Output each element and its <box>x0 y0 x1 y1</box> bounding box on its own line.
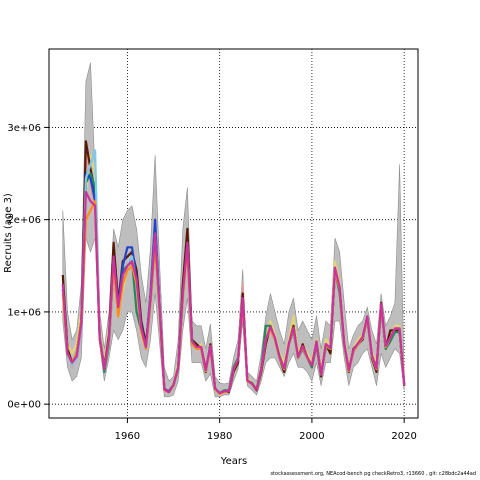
x-axis: 1960 1980 2000 2020 <box>115 418 417 442</box>
y-tick-label-2: 2e+06 <box>7 215 41 226</box>
x-tick-label-1: 1980 <box>207 431 232 442</box>
x-tick-label-0: 1960 <box>115 431 140 442</box>
series-lines <box>61 140 406 396</box>
series-line-7 <box>61 190 406 395</box>
plot-frame <box>48 48 419 419</box>
y-tick-label-0: 0e+00 <box>7 400 41 411</box>
x-axis-label: Years <box>220 456 247 467</box>
x-tick-label-2: 2000 <box>299 431 324 442</box>
footer-note: stockassessment.org, NEAcod-bench pg che… <box>270 471 476 477</box>
y-axis: 0e+00 1e+06 2e+06 3e+06 <box>7 123 49 411</box>
y-tick-label-3: 3e+06 <box>7 123 41 134</box>
y-axis-label: Recruits (age 3) <box>3 193 14 273</box>
x-tick-label-3: 2020 <box>391 431 416 442</box>
y-tick-label-1: 1e+06 <box>7 307 41 318</box>
